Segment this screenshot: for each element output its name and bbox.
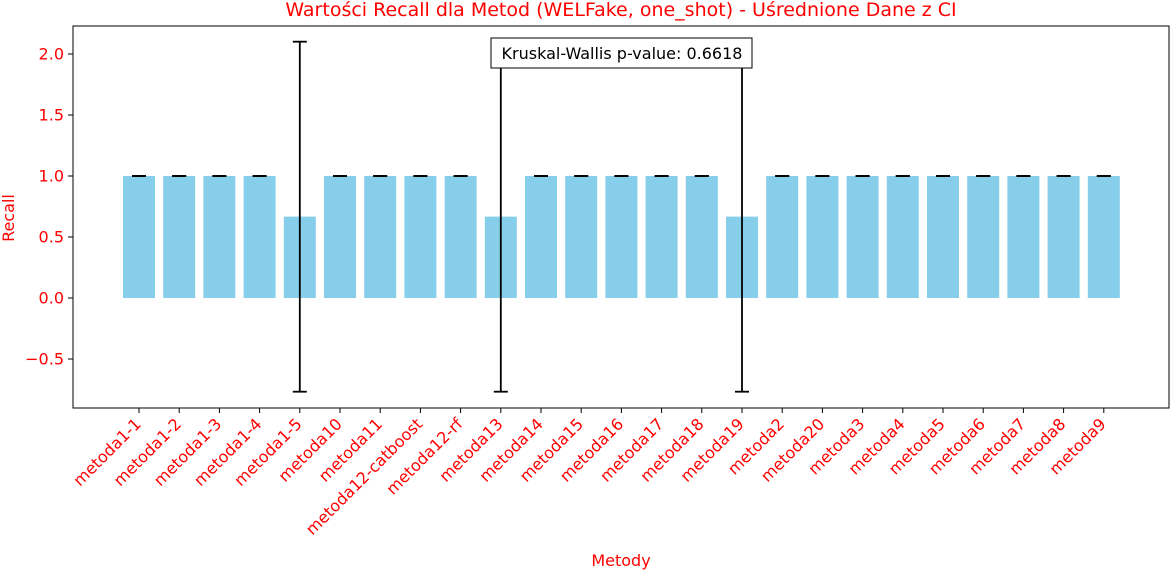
bar-metoda1-3 xyxy=(203,176,236,298)
y-tick-label: 1.5 xyxy=(39,106,64,125)
bar-metoda15 xyxy=(565,176,598,298)
bar-metoda1-1 xyxy=(123,176,155,298)
bar-metoda7 xyxy=(1007,176,1040,298)
x-axis-label: Metody xyxy=(591,551,650,570)
bar-metoda6 xyxy=(967,176,1000,298)
bar-metoda12-catboost xyxy=(404,176,437,298)
bar-metoda1-4 xyxy=(243,176,276,298)
bar-metoda12-rf xyxy=(444,176,477,298)
y-tick-label: 2.0 xyxy=(39,45,64,64)
y-axis-label: Recall xyxy=(0,194,18,242)
bar-metoda14 xyxy=(525,176,557,298)
annotation-box: Kruskal-Wallis p-value: 0.6618 xyxy=(490,37,753,69)
bar-metoda2 xyxy=(766,176,799,298)
bar-metoda5 xyxy=(927,176,959,298)
bar-metoda10 xyxy=(324,176,356,298)
bar-metoda18 xyxy=(685,176,718,298)
y-tick-label: 1.0 xyxy=(39,167,64,186)
bar-metoda17 xyxy=(645,176,678,298)
bar-metoda9 xyxy=(1087,176,1120,298)
bar-metoda20 xyxy=(806,176,839,298)
bar-metoda1-2 xyxy=(163,176,196,298)
error-bar-metoda1-5 xyxy=(292,40,307,393)
y-tick-label: 0.0 xyxy=(39,289,64,308)
y-tick-label: 0.5 xyxy=(39,228,64,247)
chart-title: Wartości Recall dla Metod (WELFake, one_… xyxy=(285,0,956,21)
bar-metoda8 xyxy=(1047,176,1080,298)
bar-metoda16 xyxy=(605,176,638,298)
bar-metoda4 xyxy=(886,176,919,298)
bar-metoda3 xyxy=(846,176,879,298)
plot-area: −0.50.00.51.01.52.0metoda1-1metoda1-2met… xyxy=(25,25,1170,539)
bar-metoda11 xyxy=(364,176,397,298)
y-tick-label: −0.5 xyxy=(25,350,64,369)
kruskal-wallis-annotation: Kruskal-Wallis p-value: 0.6618 xyxy=(502,44,743,63)
